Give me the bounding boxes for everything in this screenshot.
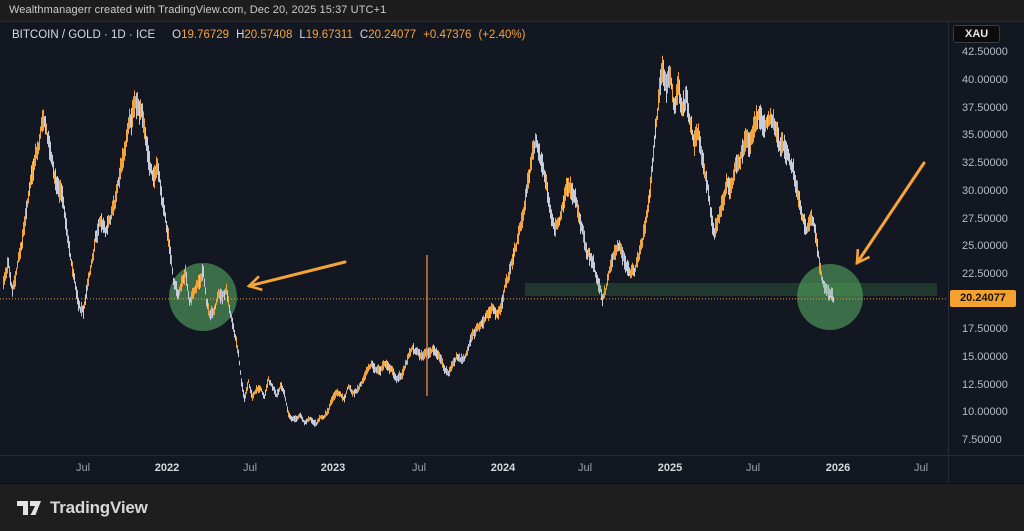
time-tick-label: Jul: [242, 462, 258, 474]
footer-bar: TradingView: [0, 483, 1024, 531]
time-axis[interactable]: Jul 2022 Jul 2023 Jul 2024 Jul 2025 Jul 2026 Jul: [0, 455, 948, 483]
price-tick-label: 37.50000: [962, 101, 1008, 114]
time-axis-separator: [0, 455, 1024, 456]
down-candles-series: [8, 59, 834, 427]
arrow-annotation[interactable]: [246, 260, 347, 292]
ohlc-value: 20.24077: [368, 29, 417, 41]
price-tick-label: 27.50000: [962, 212, 1008, 225]
price-tick-label: 15.00000: [962, 351, 1008, 363]
time-tick-label: 2024: [490, 462, 516, 474]
support-zone-band[interactable]: [525, 283, 937, 296]
time-tick-label: Jul: [75, 462, 91, 474]
ohlc-values: O19.76729 H20.57408 L19.67311 C20.24077: [165, 29, 416, 41]
up-candles-series: [3, 55, 828, 427]
price-tick-label: 25.00000: [962, 240, 1008, 253]
ohlc-letter: H: [236, 29, 245, 41]
price-axis[interactable]: 42.50000 40.00000 37.50000 35.00000 32.50000…: [948, 22, 1024, 455]
price-scale-unit-badge[interactable]: XAU: [953, 25, 1001, 43]
symbol-legend: BITCOIN / GOLD · 1D · ICE O19.76729 H20.57…: [12, 29, 525, 41]
change-absolute: +0.47376: [423, 29, 472, 41]
price-tick-label: 7.50000: [962, 434, 1002, 447]
attribution-bar: Wealthmanagerr created with TradingView.…: [0, 0, 1024, 22]
time-tick-label: Jul: [745, 462, 761, 474]
price-tick-label: 22.50000: [962, 267, 1008, 280]
ohlc-letter: O: [172, 29, 182, 41]
ohlc-value: 19.76729: [181, 29, 230, 41]
last-price-label: 20.24077: [950, 290, 1016, 308]
ohlc-letter: L: [299, 29, 306, 41]
price-axis-separator: [948, 22, 949, 483]
time-tick-label: 2026: [825, 462, 851, 474]
time-tick-label: Jul: [577, 462, 593, 474]
attribution-text: Wealthmanagerr created with TradingView.…: [9, 4, 387, 16]
time-tick-label: 2023: [320, 462, 346, 474]
arrow-annotation[interactable]: [855, 161, 926, 266]
price-tick-label: 42.50000: [962, 46, 1008, 59]
ohlc-value: 20.57408: [244, 29, 293, 41]
tradingview-brand-text: TradingView: [50, 497, 148, 517]
price-tick-label: 10.00000: [962, 406, 1008, 419]
time-tick-label: 2025: [657, 462, 683, 474]
price-tick-label: 17.50000: [962, 323, 1008, 336]
price-tick-label: 32.50000: [962, 157, 1008, 170]
price-tick-label: 30.00000: [962, 184, 1008, 197]
price-tick-label: 12.50000: [962, 378, 1008, 391]
time-tick-label: Jul: [411, 462, 427, 474]
change-percent: (+2.40%): [478, 29, 526, 41]
symbol-title: BITCOIN / GOLD · 1D · ICE: [12, 29, 156, 41]
tradingview-link[interactable]: TradingView: [16, 498, 148, 518]
ohlc-letter: C: [359, 29, 369, 41]
time-tick-label: Jul: [913, 462, 929, 474]
ohlc-value: 19.67311: [305, 29, 353, 41]
tradingview-logo-icon: [17, 500, 41, 515]
price-tick-label: 40.00000: [962, 74, 1008, 86]
price-tick-label: 35.00000: [962, 129, 1008, 142]
time-tick-label: 2022: [154, 462, 180, 474]
